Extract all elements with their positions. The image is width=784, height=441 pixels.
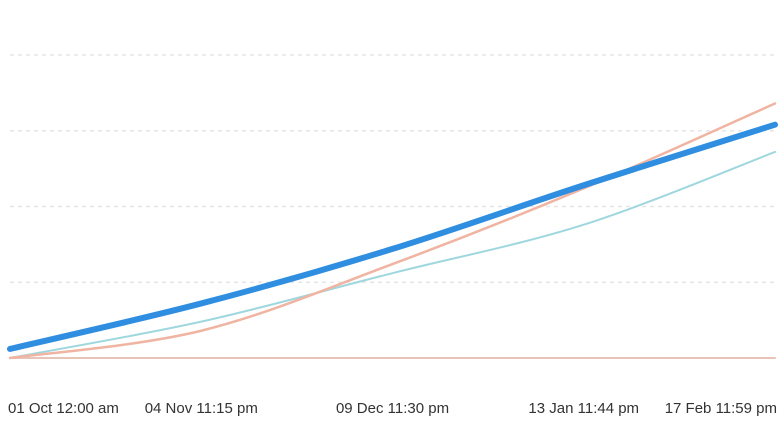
x-tick-label: 17 Feb 11:59 pm bbox=[665, 400, 777, 417]
x-tick-label: 13 Jan 11:44 pm bbox=[528, 400, 639, 417]
series-line-3 bbox=[9, 150, 776, 359]
x-tick-label: 09 Dec 11:30 pm bbox=[336, 400, 449, 417]
x-tick-label: 04 Nov 11:15 pm bbox=[145, 400, 258, 417]
series-line-1 bbox=[7, 121, 778, 352]
x-tick-label: 01 Oct 12:00 am bbox=[8, 400, 119, 417]
x-axis-tick-labels: 01 Oct 12:00 am 04 Nov 11:15 pm 09 Dec 11:… bbox=[8, 400, 777, 417]
series-line-2 bbox=[8, 102, 777, 360]
series-lines bbox=[7, 102, 778, 360]
